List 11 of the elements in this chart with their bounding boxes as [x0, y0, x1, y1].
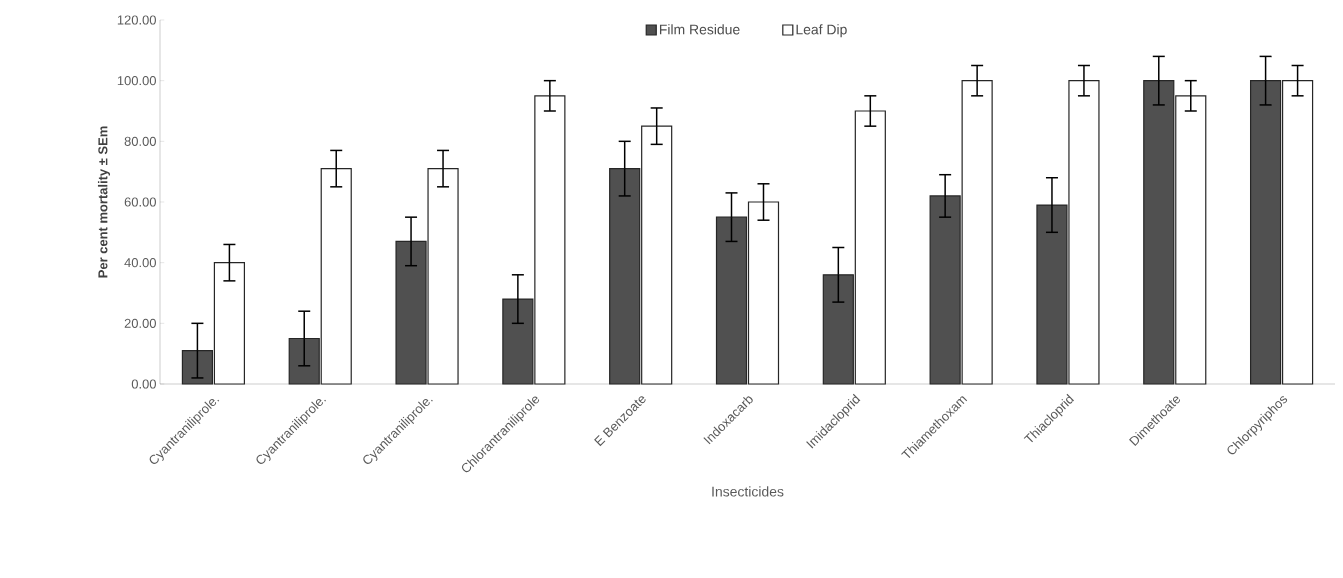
y-tick-label: 80.00: [124, 136, 156, 146]
y-tick-label: 40.00: [124, 258, 156, 268]
y-tick-label: 20.00: [124, 318, 156, 328]
y-tick-label: 60.00: [124, 197, 156, 207]
y-tick-label: 0.00: [131, 379, 156, 389]
legend-label: Film Residue: [659, 24, 740, 35]
y-tick-label: 100.00: [117, 76, 156, 86]
y-axis-title: Per cent mortality ± SEm: [97, 126, 111, 278]
legend-label: Leaf Dip: [796, 24, 847, 38]
y-tick-label: 120.00: [117, 15, 156, 25]
x-axis-title: Insecticides: [712, 486, 784, 497]
